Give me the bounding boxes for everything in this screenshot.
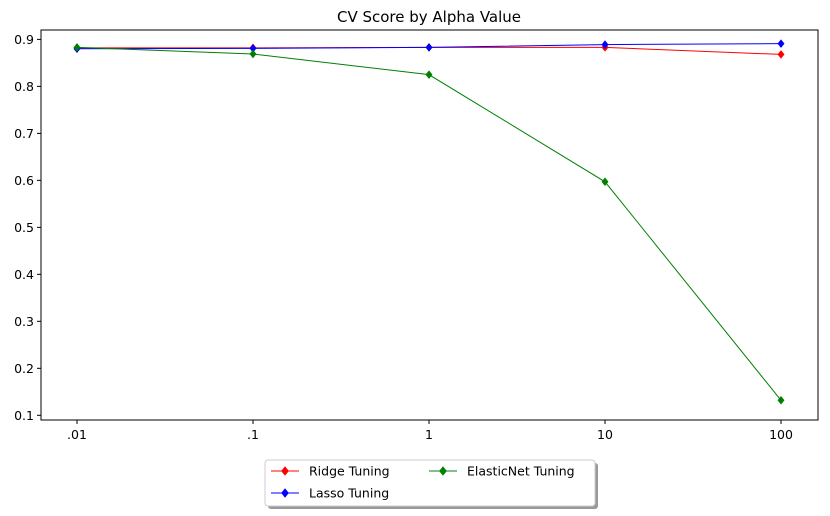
- legend-label: Lasso Tuning: [309, 486, 389, 501]
- data-point: [73, 42, 81, 52]
- y-tick-label: 0.3: [14, 314, 34, 329]
- legend-marker: [281, 488, 289, 498]
- legend-entry: Lasso Tuning: [271, 486, 389, 501]
- chart-title: CV Score by Alpha Value: [337, 8, 521, 26]
- y-tick-label: 0.4: [14, 267, 34, 282]
- series-elasticnet-tuning: [73, 42, 785, 405]
- legend-box: [264, 459, 596, 507]
- data-point: [425, 42, 433, 52]
- data-point: [249, 49, 257, 59]
- legend-entry: ElasticNet Tuning: [429, 464, 575, 479]
- data-point: [601, 40, 609, 49]
- legend-label: ElasticNet Tuning: [467, 464, 575, 479]
- x-tick-label: 100: [769, 427, 793, 442]
- y-tick-label: 0.1: [14, 408, 34, 423]
- legend-marker: [281, 466, 289, 476]
- data-point: [777, 395, 785, 405]
- data-point: [777, 50, 785, 59]
- x-tick-label: .1: [247, 427, 259, 442]
- y-tick-label: 0.8: [14, 79, 34, 94]
- data-point: [777, 39, 785, 49]
- x-tick-label: 1: [425, 427, 433, 442]
- y-tick-label: 0.7: [14, 126, 34, 141]
- y-tick-label: 0.6: [14, 173, 34, 188]
- legend-marker: [439, 466, 447, 476]
- plot-area: [40, 29, 819, 421]
- y-tick-label: 0.2: [14, 361, 34, 376]
- legend: Ridge Tuning Lasso Tuning ElasticNet Tunin…: [264, 459, 598, 509]
- y-tick-label: 0.9: [14, 32, 34, 47]
- x-tick-label: 10: [597, 427, 613, 442]
- data-point: [425, 70, 433, 80]
- x-tick-label: .01: [67, 427, 87, 442]
- y-tick-label: 0.5: [14, 220, 34, 235]
- plot-frame: [40, 29, 819, 421]
- data-point: [601, 177, 609, 187]
- x-axis: .01 .1 1 10 100: [67, 420, 793, 442]
- y-axis: 0.1 0.2 0.3 0.4 0.5 0.6 0.7 0.8 0.9: [14, 32, 41, 423]
- legend-label: Ridge Tuning: [309, 464, 390, 479]
- series-layer: [73, 39, 785, 405]
- legend-entry: Ridge Tuning: [271, 464, 390, 479]
